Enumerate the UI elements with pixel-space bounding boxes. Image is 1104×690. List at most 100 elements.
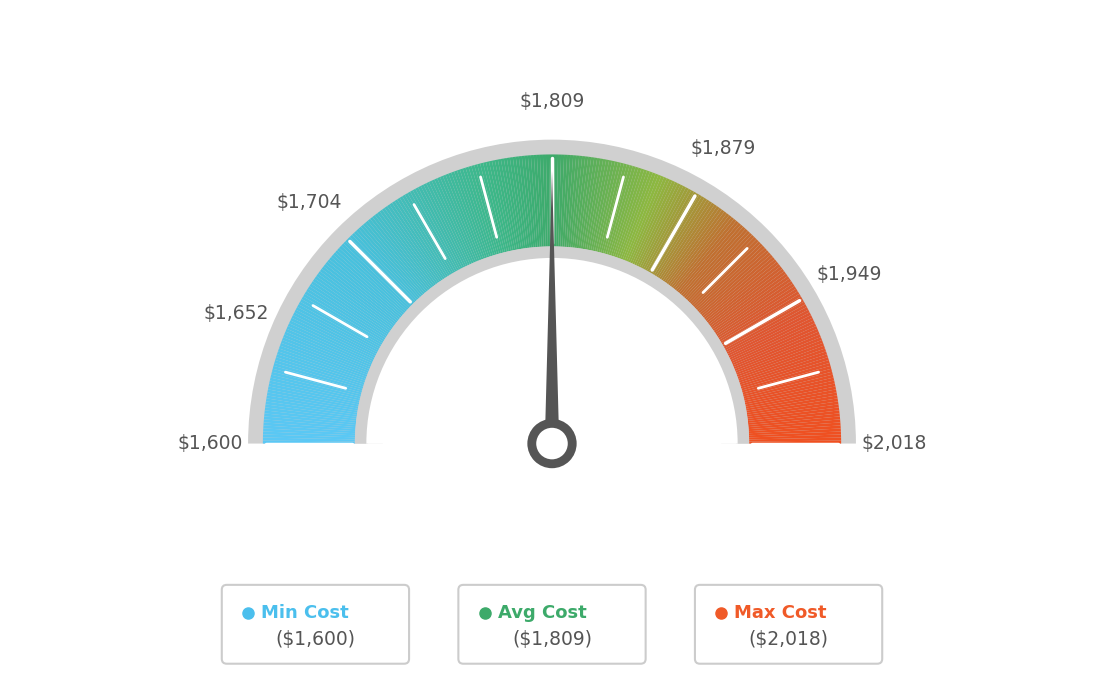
Wedge shape (681, 225, 743, 296)
Wedge shape (723, 299, 804, 347)
Text: ($1,809): ($1,809) (512, 629, 592, 649)
Wedge shape (495, 159, 516, 250)
Wedge shape (489, 161, 511, 251)
Wedge shape (578, 157, 594, 248)
Text: Min Cost: Min Cost (262, 604, 349, 622)
Wedge shape (269, 377, 360, 401)
Wedge shape (268, 386, 359, 406)
Wedge shape (400, 196, 449, 276)
Wedge shape (603, 164, 629, 254)
Wedge shape (264, 416, 355, 427)
Text: $1,704: $1,704 (277, 193, 342, 213)
Wedge shape (571, 156, 582, 248)
Polygon shape (544, 171, 560, 444)
Wedge shape (498, 159, 517, 250)
Wedge shape (731, 320, 815, 362)
Wedge shape (701, 255, 773, 316)
Wedge shape (552, 155, 555, 246)
Wedge shape (283, 335, 370, 371)
Wedge shape (300, 299, 381, 347)
Text: $1,809: $1,809 (519, 92, 585, 111)
Wedge shape (724, 302, 806, 348)
Wedge shape (645, 189, 691, 270)
Wedge shape (480, 163, 505, 253)
Wedge shape (743, 375, 834, 399)
Wedge shape (736, 343, 824, 377)
Text: $2,018: $2,018 (861, 434, 926, 453)
Wedge shape (306, 288, 385, 339)
Wedge shape (628, 177, 667, 263)
Wedge shape (719, 288, 798, 339)
Wedge shape (317, 274, 393, 329)
Wedge shape (733, 328, 818, 367)
Wedge shape (361, 225, 423, 296)
Wedge shape (699, 250, 768, 313)
Wedge shape (750, 437, 841, 442)
Wedge shape (531, 155, 540, 247)
Wedge shape (323, 264, 397, 323)
Wedge shape (671, 213, 730, 288)
Wedge shape (471, 165, 499, 254)
Text: $1,879: $1,879 (691, 139, 756, 157)
Wedge shape (585, 159, 603, 250)
Wedge shape (421, 185, 465, 268)
Wedge shape (333, 253, 404, 315)
Wedge shape (726, 310, 809, 354)
Wedge shape (740, 357, 829, 386)
Wedge shape (274, 360, 363, 388)
Wedge shape (437, 177, 476, 263)
Wedge shape (668, 210, 724, 285)
Wedge shape (647, 190, 694, 272)
Wedge shape (636, 182, 678, 266)
Wedge shape (737, 346, 825, 379)
Wedge shape (384, 206, 439, 283)
Wedge shape (443, 175, 479, 261)
Wedge shape (475, 164, 501, 254)
Wedge shape (459, 168, 491, 257)
Wedge shape (348, 237, 414, 304)
Wedge shape (739, 351, 827, 383)
Wedge shape (686, 230, 750, 300)
Wedge shape (463, 168, 493, 256)
Wedge shape (720, 291, 799, 342)
Wedge shape (694, 244, 763, 308)
Wedge shape (263, 435, 355, 440)
Wedge shape (666, 208, 722, 284)
Wedge shape (267, 393, 358, 411)
Wedge shape (440, 176, 478, 262)
Wedge shape (297, 304, 380, 351)
Wedge shape (402, 195, 452, 275)
Wedge shape (282, 340, 368, 375)
Wedge shape (741, 360, 830, 388)
Wedge shape (266, 398, 358, 415)
Wedge shape (265, 404, 357, 419)
Wedge shape (573, 156, 585, 248)
Wedge shape (710, 271, 786, 328)
Wedge shape (639, 185, 683, 268)
Wedge shape (734, 335, 821, 371)
Wedge shape (700, 253, 771, 315)
Wedge shape (615, 170, 647, 257)
Wedge shape (713, 276, 789, 331)
Wedge shape (501, 159, 519, 250)
Wedge shape (477, 164, 503, 253)
Wedge shape (278, 348, 365, 381)
Wedge shape (556, 155, 561, 246)
Wedge shape (263, 431, 355, 437)
Wedge shape (543, 155, 548, 246)
Wedge shape (691, 239, 758, 306)
Wedge shape (745, 386, 836, 406)
Wedge shape (617, 170, 650, 258)
Wedge shape (588, 159, 609, 250)
Wedge shape (741, 363, 830, 391)
Wedge shape (279, 346, 367, 379)
Wedge shape (372, 215, 432, 289)
Wedge shape (704, 259, 777, 319)
Wedge shape (747, 404, 839, 419)
Wedge shape (367, 258, 737, 444)
Wedge shape (745, 384, 836, 404)
Wedge shape (370, 217, 429, 290)
Wedge shape (665, 206, 720, 283)
Wedge shape (715, 281, 793, 335)
Wedge shape (554, 155, 558, 246)
